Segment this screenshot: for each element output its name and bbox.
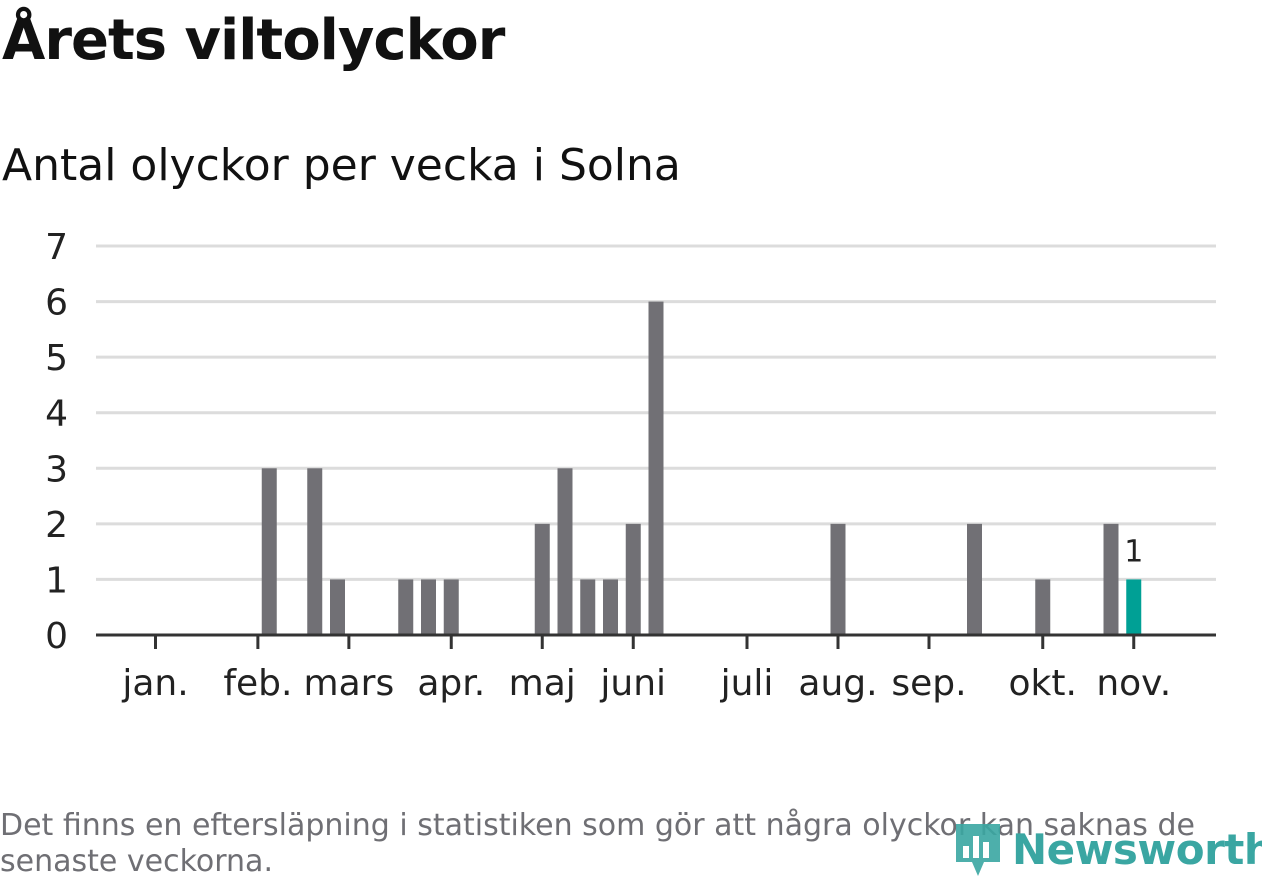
y-tick-labels: 0 1 2 3 4 5 6 7 <box>45 227 68 657</box>
x-tick-label: aug. <box>798 663 877 704</box>
x-tick-label: apr. <box>417 663 485 704</box>
x-tick-label: sep. <box>891 663 966 704</box>
bar <box>261 468 277 635</box>
logo-text: Newsworthy <box>1012 824 1262 874</box>
bar <box>625 523 641 635</box>
bars <box>261 301 1142 635</box>
bar <box>603 579 618 635</box>
bar <box>398 579 414 635</box>
y-tick-label: 5 <box>45 338 68 379</box>
x-tick-labels: jan. feb. mars apr. maj juni juli aug. sep. okt. n… <box>121 663 1171 704</box>
y-tick-label: 4 <box>45 394 68 435</box>
bar <box>1103 523 1119 635</box>
y-tick-label: 0 <box>45 616 68 657</box>
y-tick-label: 2 <box>45 505 68 546</box>
newsworthy-logo: Newsworthy <box>952 818 1262 880</box>
x-tick-label: okt. <box>1009 663 1077 704</box>
bar-chart: 0 1 2 3 4 5 6 7 jan. feb. mars apr. maj juni juli aug.… <box>45 227 1216 704</box>
bar <box>330 579 345 635</box>
data-labels: 1 <box>1124 534 1143 569</box>
y-tick-label: 1 <box>45 560 68 601</box>
x-tick-label: maj <box>509 663 576 704</box>
bar <box>307 468 323 635</box>
x-tick-label: feb. <box>223 663 292 704</box>
x-tick-label: mars <box>304 663 395 704</box>
bar <box>421 579 436 635</box>
y-tick-label: 3 <box>45 449 68 490</box>
bar <box>967 523 982 635</box>
bar <box>1035 579 1051 635</box>
bar <box>557 468 573 635</box>
bar <box>580 579 596 635</box>
x-tick-label: jan. <box>121 663 188 704</box>
chart-title: Årets viltolyckor <box>2 8 505 73</box>
x-tick-label: juli <box>720 663 774 704</box>
bar-highlight <box>1126 579 1142 635</box>
bar <box>648 301 664 635</box>
x-tick-label: nov. <box>1096 663 1171 704</box>
y-tick-label: 6 <box>45 283 68 324</box>
x-tick-marks <box>154 635 1136 649</box>
bar <box>830 523 846 635</box>
bar-chart-pin-icon <box>956 824 1000 876</box>
chart-subtitle: Antal olyckor per vecka i Solna <box>2 140 681 191</box>
bar <box>534 523 550 635</box>
y-tick-label: 7 <box>45 227 68 268</box>
highlight-data-label: 1 <box>1124 534 1143 569</box>
x-tick-label: juni <box>599 663 666 704</box>
bar <box>443 579 459 635</box>
